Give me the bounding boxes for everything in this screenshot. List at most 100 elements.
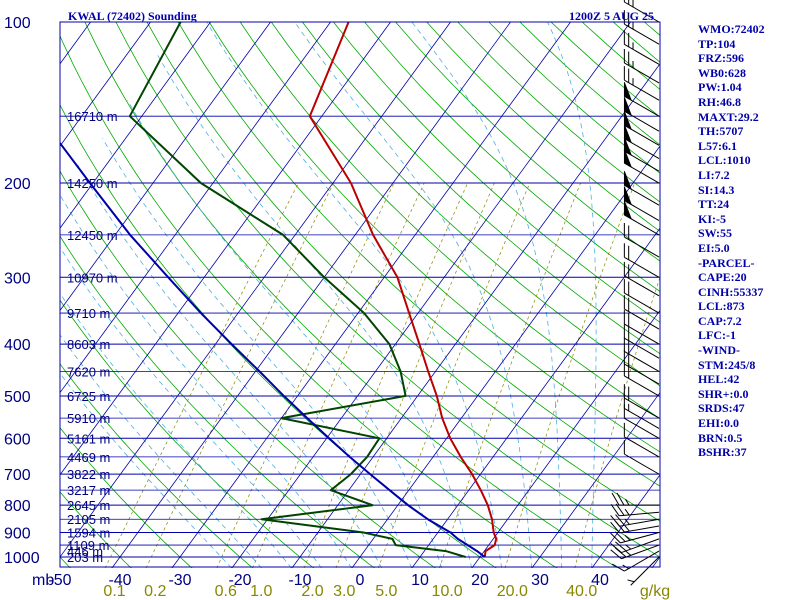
- mixing-ratio-line: [335, 182, 495, 568]
- isotherm: [60, 22, 151, 147]
- moist-adiabat: [294, 22, 533, 568]
- isotherm: [171, 22, 571, 568]
- wind-barb: [623, 243, 660, 278]
- mixing-ratio-label: 1.0: [250, 583, 272, 600]
- wind-barb: [623, 384, 660, 419]
- wind-barb: [610, 531, 660, 544]
- mixing-ratio-line: [504, 182, 635, 568]
- isotherm: [60, 22, 391, 476]
- wind-barb: [623, 0, 660, 23]
- dry-adiabat: [60, 491, 132, 568]
- wind-barb: [627, 556, 660, 586]
- wind-barb: [623, 422, 660, 458]
- sounding-index: BRN:0.5: [698, 430, 743, 445]
- sounding-index: LCL:873: [698, 299, 745, 314]
- height-label: 5910 m: [67, 411, 110, 426]
- pressure-tick-label: 1000: [4, 550, 40, 567]
- sounding-index: -WIND-: [698, 343, 740, 358]
- sounding-index: CINH:55337: [698, 284, 764, 299]
- mixing-ratio-label: 0.2: [144, 583, 166, 600]
- wind-barb: [623, 223, 660, 258]
- height-label: 16710 m: [67, 109, 118, 124]
- series-dewpoint: [128, 22, 466, 558]
- height-label: 1109 m: [67, 538, 109, 553]
- isotherm: [411, 227, 660, 568]
- isotherm: [591, 474, 660, 568]
- chart-title: KWAL (72402) Sounding: [68, 9, 197, 23]
- height-label: 2105 m: [67, 512, 110, 527]
- mixing-ratio-line: [252, 182, 425, 568]
- wind-barbs: [610, 0, 660, 586]
- height-label: 3217 m: [67, 483, 110, 498]
- isotherm: [60, 22, 331, 394]
- pressure-tick-label: 200: [4, 176, 31, 193]
- dry-adiabat: [60, 170, 436, 568]
- sounding-index: STM:245/8: [698, 357, 756, 372]
- sounding-index: FRZ:596: [698, 51, 744, 66]
- sounding-index: KI:-5: [698, 211, 726, 226]
- dry-adiabat: [84, 22, 619, 568]
- temperature-tick-label: -40: [108, 572, 131, 589]
- sounding-index: PW:1.04: [698, 80, 742, 95]
- moist-adiabat: [60, 246, 322, 568]
- wind-barb: [623, 186, 660, 221]
- dry-adiabat: [239, 22, 660, 420]
- sounding-index: SW:55: [698, 226, 733, 241]
- wind-barb: [623, 310, 660, 345]
- sounding-index: -PARCEL-: [698, 255, 755, 270]
- pressure-tick-label: 100: [4, 15, 31, 32]
- pressure-tick-label: 300: [4, 270, 31, 287]
- height-label: 7620 m: [67, 364, 110, 379]
- isotherm: [531, 391, 660, 568]
- wind-barb: [623, 171, 660, 206]
- mixing-ratio-label: 0.1: [103, 583, 125, 600]
- sounding-index: CAP:7.2: [698, 313, 742, 328]
- wind-barb: [623, 66, 660, 101]
- sounding-index: MAXT:29.2: [698, 109, 759, 124]
- sounding-index: TT:24: [698, 197, 730, 212]
- temperature-tick-label: 10: [411, 572, 429, 589]
- height-label: 1594 m: [67, 526, 110, 541]
- mixing-ratio-line: [377, 182, 531, 568]
- isotherm: [60, 22, 271, 312]
- mixing-ratio-label: 40.0: [566, 583, 597, 600]
- wind-barb: [610, 538, 660, 554]
- y-unit-label: mb: [32, 572, 54, 589]
- mixing-ratio-line: [574, 276, 660, 568]
- temperature-tick-label: -10: [288, 572, 311, 589]
- temperature-tick-label: 40: [591, 572, 609, 589]
- isotherm: [231, 22, 631, 568]
- sounding-index: RH:46.8: [698, 94, 741, 109]
- sounding-indices: WMO:72402 TP:104 FRZ:596 WB0:628 PW:1.04 RH:4…: [698, 22, 765, 460]
- isotherm: [351, 145, 660, 568]
- isotherm: [60, 22, 211, 229]
- wind-barb: [623, 111, 660, 146]
- temperature-tick-label: 0: [356, 572, 365, 589]
- sounding-index: HEL:42: [698, 372, 740, 387]
- moist-adiabat: [206, 22, 503, 568]
- temperature-tick-label: 30: [531, 572, 549, 589]
- sounding-index: TH:5707: [698, 124, 744, 139]
- wind-barb: [623, 337, 660, 372]
- series-parcel: [60, 141, 486, 558]
- dry-adiabat: [333, 22, 660, 323]
- sounding-index: TP:104: [698, 36, 736, 51]
- sounding-index: SI:14.3: [698, 182, 735, 197]
- height-label: 6725 m: [67, 389, 110, 404]
- sounding-index: EI:5.0: [698, 240, 730, 255]
- pressure-tick-label: 600: [4, 431, 31, 448]
- sounding-index: EHI:0.0: [698, 416, 740, 431]
- isotherm: [60, 22, 451, 558]
- mixing-ratio-line: [439, 182, 581, 568]
- dry-adiabat: [146, 22, 660, 522]
- height-label: 4469 m: [67, 450, 110, 465]
- wind-barb: [611, 492, 659, 506]
- moist-adiabat: [60, 372, 232, 568]
- height-label: 203 m: [67, 550, 103, 565]
- dry-adiabat: [60, 104, 497, 568]
- dry-adiabat: [60, 299, 315, 568]
- wind-barb: [610, 503, 660, 517]
- moist-adiabat: [411, 22, 563, 568]
- wind-barb: [623, 136, 660, 172]
